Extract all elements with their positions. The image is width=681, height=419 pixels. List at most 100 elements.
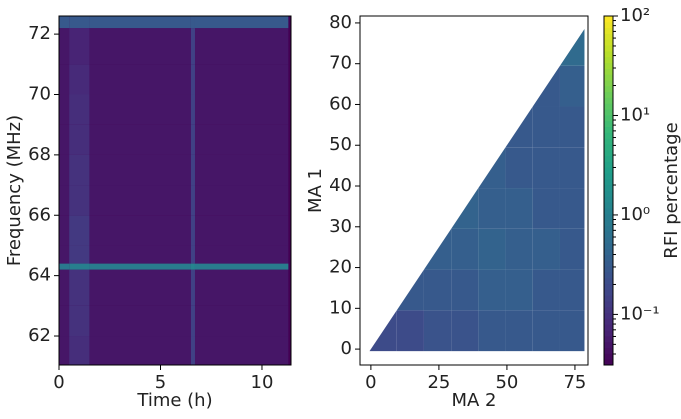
colorbar-segment	[604, 248, 613, 255]
heatmap-cell	[478, 147, 506, 189]
heatmap-cell	[59, 94, 70, 125]
colorbar-segment	[604, 190, 613, 197]
colorbar-segment	[604, 184, 613, 191]
heatmap-cell	[190, 269, 195, 306]
heatmap-cell	[59, 336, 70, 365]
heatmap-cell	[89, 215, 191, 246]
colorbar-segment	[604, 202, 613, 209]
y-tick-label: 70	[28, 83, 51, 104]
colorbar-segment	[604, 213, 613, 221]
heatmap-cell	[396, 269, 424, 311]
colorbar-segment	[604, 225, 613, 232]
heatmap-cell	[69, 28, 90, 65]
colorbar-segment	[604, 347, 613, 354]
heatmap-cell	[559, 188, 585, 229]
colorbar-segment	[604, 68, 613, 75]
heatmap-cell	[190, 16, 195, 29]
heatmap-cell	[59, 245, 70, 264]
colorbar-segment	[604, 289, 613, 296]
heatmap-cell	[396, 310, 424, 352]
colorbar-segment	[604, 33, 613, 40]
colorbar-segment	[604, 56, 613, 64]
heatmap-cell	[69, 336, 90, 365]
colorbar-label: RFI percentage	[661, 122, 681, 258]
colorbar-tick-label: 10²	[620, 5, 650, 26]
colorbar-segment	[604, 341, 613, 349]
heatmap-cell	[478, 310, 506, 352]
heatmap-cell	[194, 336, 289, 365]
heatmap-cell	[451, 228, 479, 270]
heatmap-cell	[69, 124, 90, 155]
heatmap-cell	[194, 215, 289, 246]
heatmap-cell	[194, 185, 289, 216]
heatmap-cell	[423, 310, 452, 352]
heatmap-cell	[89, 64, 191, 95]
heatmap-cell	[190, 215, 195, 246]
y-tick-label: 72	[28, 23, 51, 44]
heatmap-cell	[59, 64, 70, 95]
y-tick-label: 70	[329, 53, 352, 74]
heatmap-cell	[369, 310, 397, 352]
colorbar-segment	[604, 207, 613, 215]
heatmap-cell	[89, 154, 191, 186]
colorbar-segment	[604, 260, 613, 267]
heatmap-cell	[559, 65, 585, 107]
y-tick-label: 60	[329, 93, 352, 114]
heatmap-cell	[478, 188, 506, 229]
colorbar-segment	[604, 271, 613, 279]
colorbar-segment	[604, 132, 613, 139]
colorbar-segment	[604, 161, 613, 168]
y-tick-label: 10	[329, 297, 352, 318]
heatmap-cell	[59, 269, 70, 306]
heatmap-cell	[505, 310, 533, 352]
y-tick-label: 20	[329, 257, 352, 278]
x-axis-label: MA 2	[451, 390, 496, 411]
heatmap-cell	[89, 336, 191, 365]
y-tick-label: 80	[329, 12, 352, 33]
y-tick-label: 62	[28, 325, 51, 346]
heatmap-cell	[190, 154, 195, 186]
heatmap-cell	[69, 245, 90, 264]
colorbar-segment	[604, 97, 613, 104]
heatmap-cell	[69, 16, 90, 29]
heatmap-cell	[59, 154, 70, 186]
colorbar-segment	[604, 50, 613, 58]
heatmap-cell	[194, 245, 289, 264]
colorbar-segment	[604, 126, 613, 133]
colorbar-segment	[604, 138, 613, 145]
colorbar-segment	[604, 85, 613, 93]
heatmap-cell	[59, 215, 70, 246]
y-axis-label: MA 1	[305, 168, 326, 213]
colorbar-segment	[604, 312, 613, 319]
colorbar-segment	[604, 266, 613, 273]
colorbar-segment	[604, 196, 613, 203]
colorbar-segment	[604, 283, 613, 290]
heatmap-cell	[194, 263, 289, 270]
colorbar-segment	[604, 155, 613, 162]
y-tick-label: 68	[28, 144, 51, 165]
heatmap-cell	[505, 188, 533, 229]
heatmap-cell	[505, 228, 533, 270]
colorbar-segment	[604, 120, 613, 128]
heatmap-cell	[190, 305, 195, 337]
colorbar-segment	[604, 237, 613, 244]
heatmap-cell	[190, 64, 195, 95]
heatmap-cell	[89, 16, 191, 29]
x-tick-label: 0	[365, 372, 376, 393]
heatmap-cell	[451, 310, 479, 352]
heatmap-cell	[532, 269, 560, 311]
heatmap-cell	[478, 228, 506, 270]
heatmap-cell	[532, 310, 560, 352]
colorbar-segment	[604, 79, 613, 87]
heatmap-cell	[59, 124, 70, 155]
heatmap-cell	[194, 16, 289, 29]
heatmap-cell	[190, 263, 195, 270]
heatmap-cell	[59, 185, 70, 216]
heatmap-cell	[505, 147, 533, 189]
y-tick-label: 30	[329, 216, 352, 237]
colorbar-segment	[604, 167, 613, 174]
heatmap-cell	[190, 94, 195, 125]
y-axis-label: Frequency (MHz)	[4, 115, 25, 266]
colorbar-frame	[603, 15, 614, 366]
x-tick-label: 10	[251, 372, 274, 393]
